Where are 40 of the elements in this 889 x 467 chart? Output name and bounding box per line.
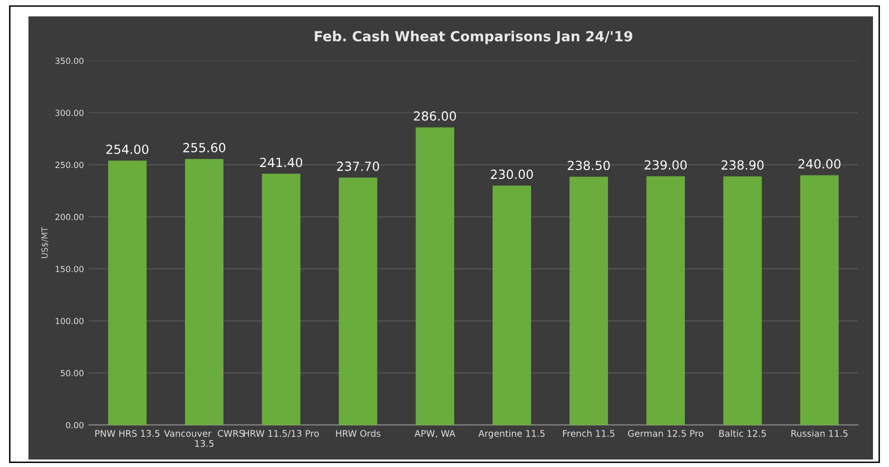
x-tick-label: Vancouver CWRS 13.5 [164,430,244,447]
bar [800,175,839,425]
x-tick-label: APW, WA [414,430,456,438]
x-tick-label: HRW Ords [336,430,380,437]
x-tick-label: German 12.5 Pro [628,430,704,437]
y-tick-label: 0.00 [66,422,84,428]
bar [262,174,300,425]
bar [108,160,147,425]
data-label: 255.60 [183,142,226,152]
y-tick-label: 350.00 [56,58,84,64]
data-label: 286.00 [414,111,456,121]
data-label: 238.50 [568,160,610,170]
x-tick-label: PNW HRS 13.5 [95,430,160,437]
x-tick-label: French 11.5 [563,430,614,437]
data-label: 239.00 [644,160,687,170]
bar [723,176,762,425]
y-tick-label: 300.00 [56,110,84,116]
data-label: 241.40 [260,158,302,168]
bar [338,178,378,425]
x-tick-label: Baltic 12.5 [719,430,766,437]
y-tick-label: 100.00 [56,318,84,324]
x-tick-label: Russian 11.5 [791,430,848,437]
bar [416,127,454,425]
bar [570,176,608,425]
chart-title: Feb. Cash Wheat Comparisons Jan 24/'19 [314,30,632,44]
x-tick-label: Argentine 11.5 [478,430,545,439]
bar [185,158,224,425]
data-label: 254.00 [106,144,148,154]
bar [646,176,685,425]
y-tick-label: 250.00 [55,162,84,168]
bar [492,186,532,425]
y-tick-label: 200.00 [55,214,84,220]
data-label: 230.00 [490,170,533,180]
y-tick-label: 50.00 [60,370,84,376]
y-tick-label: 150.00 [56,266,84,272]
data-label: 238.90 [722,160,764,170]
data-label: 240.00 [798,159,840,169]
y-axis-title: US$/MT [41,226,49,258]
data-label: 237.70 [337,162,380,171]
x-tick-label: HRW 11.5/13 Pro [244,430,319,438]
